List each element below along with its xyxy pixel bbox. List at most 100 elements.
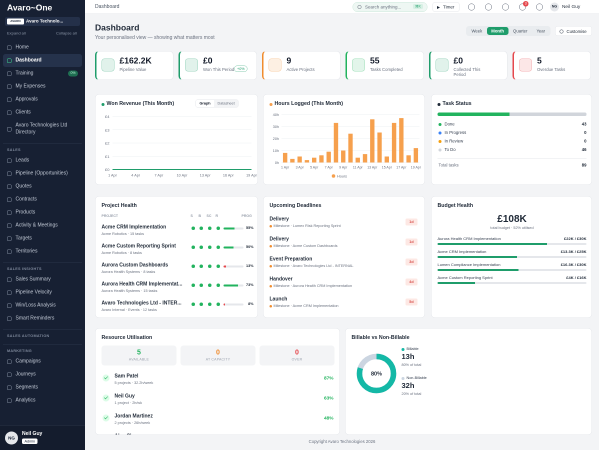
user-card: NG Neil Guy Admin: [0, 425, 85, 450]
nav-item[interactable]: Territories: [3, 245, 82, 258]
kpi-icon: [268, 58, 282, 72]
status-dot: [208, 264, 212, 268]
bar: [297, 156, 302, 163]
person-name: Jordan Martinez: [114, 413, 153, 420]
kpi-value: £162.2K: [119, 56, 152, 66]
search[interactable]: Search anything... ⌘K: [352, 2, 428, 12]
status-label: Done: [444, 121, 455, 127]
expand-all[interactable]: Expand all: [7, 31, 26, 36]
toggle-button[interactable]: Datasheet: [214, 100, 239, 107]
status-dot: [199, 226, 203, 230]
deadline-title[interactable]: Delivery: [269, 216, 289, 223]
deadlines-panel: Upcoming Deadlines Delivery Milestone · Lu…: [263, 196, 425, 318]
toolbar-icon[interactable]: [468, 3, 475, 11]
collapse-all[interactable]: Collapse all: [56, 31, 77, 36]
nav-icon: [7, 45, 12, 50]
nav-item[interactable]: Activity & Meetings: [3, 219, 82, 232]
panel-title: Hours Logged (This Month): [274, 100, 344, 107]
nav-label: Home: [15, 44, 29, 51]
progress-label: 73%: [245, 282, 254, 288]
deadline-title[interactable]: Event Preparation: [269, 256, 313, 263]
check-mark: [104, 395, 108, 400]
nav-item[interactable]: Contracts: [3, 193, 82, 206]
nav-item[interactable]: Smart Reminders: [3, 312, 82, 325]
status-value: 0: [584, 138, 587, 144]
x-tick-label: 10 Apr: [177, 174, 189, 178]
nav-item[interactable]: Home: [3, 41, 82, 54]
top-avatar[interactable]: NG: [550, 2, 559, 12]
progress-track: [223, 227, 244, 230]
nav-item[interactable]: Dashboard: [3, 54, 82, 67]
timer-button[interactable]: Timer: [432, 2, 460, 12]
nav-item[interactable]: Win/Loss Analysis: [3, 299, 82, 312]
customise-button[interactable]: Customise: [555, 26, 592, 36]
deadline-title[interactable]: Launch: [269, 296, 288, 303]
progress-track: [223, 284, 244, 287]
kpi-card: £0 Won This Period +0%: [178, 51, 257, 80]
x-tick-label: 1 Apr: [108, 174, 118, 178]
legend-swatch: [331, 174, 336, 178]
deadline-title[interactable]: Handover: [269, 276, 293, 283]
progress-label: 8%: [248, 301, 254, 307]
period-button[interactable]: Month: [486, 27, 509, 35]
kpi-value: £0: [453, 56, 463, 66]
status-dot: [216, 264, 220, 268]
deadline-meta: Milestone · Aurora Health CRM Implementa…: [273, 283, 353, 289]
status-label: To Do: [444, 147, 456, 152]
nav-item[interactable]: Segments: [3, 381, 82, 394]
nav-label: Campaigns: [15, 358, 41, 365]
bar: [391, 122, 397, 163]
nav-item[interactable]: Analytics: [3, 394, 82, 407]
budget-track: [437, 269, 587, 271]
nav-item[interactable]: My Expenses: [3, 80, 82, 93]
bar: [290, 158, 295, 163]
progress-label: 55%: [245, 225, 254, 231]
budget-panel: Budget Health £108K total budget · 52% uti…: [431, 196, 592, 318]
deadline-meta: Milestone · Avaro Technologies Ltd - INT…: [273, 263, 354, 269]
x-tick-label: 13 Apr: [367, 166, 378, 170]
nav-item[interactable]: Approvals: [3, 93, 82, 106]
x-tick-label: 19 Apr: [246, 174, 258, 178]
toolbar-icon[interactable]: [536, 3, 543, 11]
nav-item[interactable]: Pipeline (Opportunities): [3, 167, 82, 180]
status-label: In Progress: [444, 130, 467, 135]
donut-arc: [356, 353, 397, 394]
person-meta: 2 projects · 26h/week: [114, 420, 151, 426]
timer-label: Timer: [443, 4, 455, 10]
nav-label: Leads: [15, 157, 30, 164]
org-switcher[interactable]: AVARO Avaro Technolo...: [5, 17, 80, 26]
toolbar-icon[interactable]: [502, 3, 509, 11]
nav-item[interactable]: Campaigns: [3, 355, 82, 368]
nav-label: Dashboard: [15, 57, 42, 64]
nav-icon: [7, 372, 12, 377]
bar: [326, 151, 331, 163]
toolbar-icon[interactable]: [485, 3, 492, 11]
nav-item[interactable]: Products: [3, 206, 82, 219]
billable-panel: Billable vs Non-Billable 80% Billable 13h 80…: [345, 328, 592, 435]
period-button[interactable]: Year: [536, 28, 546, 34]
nav-item[interactable]: Pipeline Velocity: [3, 286, 82, 299]
nav-item[interactable]: Clients: [3, 106, 82, 119]
period-button[interactable]: Quarter: [513, 28, 528, 34]
nav-item[interactable]: Targets: [3, 232, 82, 245]
toolbar-icon[interactable]: [519, 3, 526, 11]
period-button[interactable]: Week: [471, 28, 483, 34]
deadline-title[interactable]: Delivery: [269, 236, 289, 243]
nav-item[interactable]: Leads: [3, 154, 82, 167]
avatar: NG: [5, 431, 18, 445]
toggle-button[interactable]: Graph: [196, 100, 215, 107]
deadline-dot: [269, 265, 272, 268]
stat-value: 0: [216, 348, 220, 356]
nav-item[interactable]: Training 0%: [3, 67, 82, 80]
project-meta: Aurora Health Systems · 8 tasks: [101, 269, 156, 275]
nav-icon: [7, 277, 12, 282]
nav-item[interactable]: Quotes: [3, 180, 82, 193]
nav-icon: [7, 110, 12, 115]
person-name: Sam Patel: [114, 373, 139, 380]
nav-item[interactable]: Sales Summary: [3, 273, 82, 286]
nav-item[interactable]: Journeys: [3, 368, 82, 381]
nav-section-title: SALES: [3, 143, 82, 154]
nav-item[interactable]: Avaro Technologies Ltd Directory: [3, 119, 82, 139]
panel-title: Won Revenue (This Month): [106, 100, 175, 107]
status-segment: [437, 112, 510, 116]
